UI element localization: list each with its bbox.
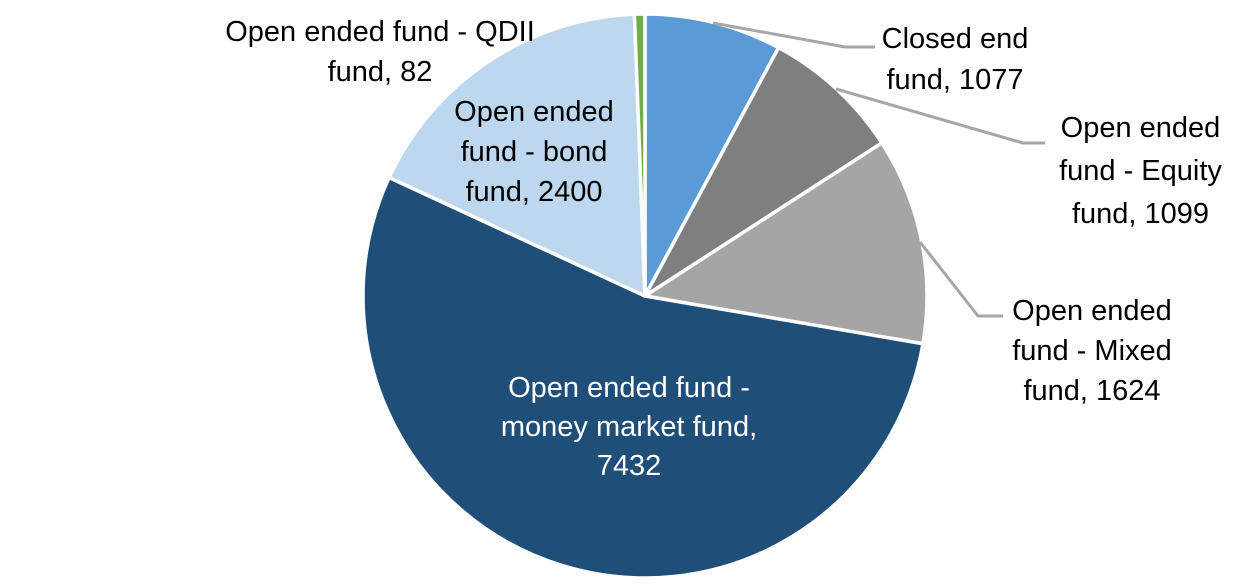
leader-line-mixed-fund: [918, 241, 1003, 318]
data-label-equity-fund: Open ended fund - Equity fund, 1099: [1038, 107, 1243, 236]
data-label-qdii-fund: Open ended fund - QDII fund, 82: [180, 12, 580, 92]
pie-slice-open-ended-fund-money-market-fund[interactable]: [361, 175, 925, 580]
data-label-line: fund, 2400: [465, 176, 603, 208]
data-label-line: fund, 1624: [1023, 375, 1161, 407]
data-label-line: fund - Equity: [1059, 155, 1222, 187]
data-label-bond-fund: Open ended fund - bond fund, 2400: [434, 92, 634, 212]
data-label-money-market-fund: Open ended fund - money market fund, 743…: [479, 369, 779, 486]
data-label-closed-end-fund: Closed end fund, 1077: [855, 19, 1055, 101]
pie-slice-open-ended-fund-bond-fund[interactable]: [387, 12, 647, 298]
data-label-mixed-fund: Open ended fund - Mixed fund, 1624: [992, 291, 1192, 411]
data-label-line: Closed end: [881, 23, 1029, 55]
data-label-line: fund, 1077: [886, 64, 1024, 96]
data-label-line: Open ended fund -: [508, 372, 750, 404]
data-label-line: fund, 82: [327, 56, 433, 88]
data-label-line: Open ended: [1060, 112, 1221, 144]
data-label-line: money market fund,: [500, 411, 758, 443]
pie-slice-open-ended-fund-mixed-fund[interactable]: [643, 141, 929, 346]
pie-slice-open-ended-fund-qdii-fund[interactable]: [632, 12, 647, 298]
leader-line-equity-fund: [835, 87, 1045, 145]
data-label-line: fund, 1099: [1071, 198, 1210, 230]
data-label-line: Open ended: [1012, 295, 1172, 327]
data-label-line: Open ended: [454, 96, 614, 128]
data-label-line: 7432: [596, 450, 662, 482]
data-label-line: fund - Mixed: [1012, 335, 1172, 367]
data-label-line: fund - bond: [460, 136, 608, 168]
leader-line-closed-end-fund: [712, 21, 875, 49]
data-label-line: Open ended fund - QDII: [225, 16, 535, 48]
